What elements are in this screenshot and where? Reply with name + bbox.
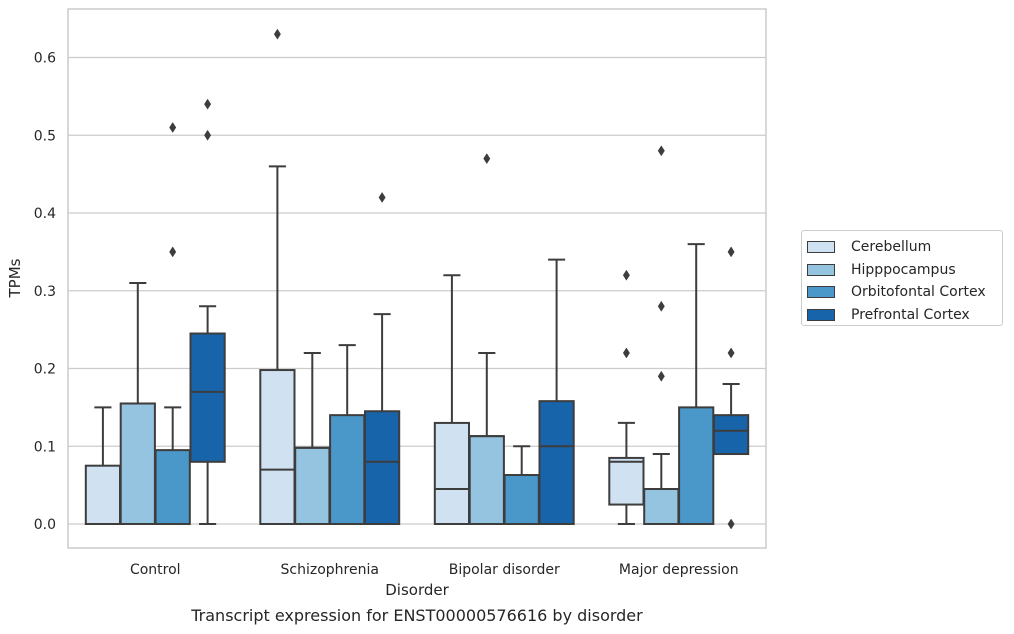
- box: [363, 410, 401, 526]
- legend-label: Prefrontal Cortex: [851, 306, 970, 323]
- outlier-point: [727, 347, 735, 359]
- x-axis-label: Disorder: [385, 581, 449, 599]
- outlier-point: [169, 122, 177, 133]
- x-tick-label: Control: [130, 562, 181, 578]
- y-tick-label: 0.1: [34, 439, 56, 455]
- outlier-point: [727, 518, 735, 530]
- legend: Cerebellum Hipppocampus Orbitofontal Corte…: [801, 230, 1003, 326]
- outlier-point: [657, 370, 665, 382]
- outlier-point: [204, 129, 212, 141]
- outlier-point: [169, 246, 177, 258]
- chart-title: Transcript expression for ENST0000057661…: [191, 606, 643, 625]
- box: [433, 421, 471, 525]
- box: [84, 464, 122, 525]
- y-tick-label: 0.3: [34, 284, 56, 300]
- legend-label: Cerebellum: [851, 239, 932, 256]
- legend-swatch: [807, 241, 835, 254]
- outlier-point: [727, 246, 735, 258]
- y-tick-label: 0.6: [34, 51, 56, 67]
- legend-item: Cerebellum: [807, 236, 1002, 259]
- legend-item: Prefrontal Cortex: [807, 304, 1002, 327]
- box: [468, 435, 505, 525]
- x-tick-label: Schizophrenia: [281, 562, 379, 578]
- box: [608, 456, 645, 506]
- box: [294, 446, 331, 525]
- legend-swatch: [807, 308, 835, 321]
- y-tick-label: 0.4: [34, 206, 56, 222]
- y-axis-label: TPMs: [6, 258, 24, 298]
- outlier-point: [622, 269, 630, 281]
- outlier-point: [483, 153, 491, 165]
- x-tick-label: Bipolar disorder: [449, 562, 560, 578]
- box: [712, 414, 750, 456]
- legend-swatch: [807, 286, 835, 299]
- outlier-point: [657, 145, 665, 157]
- box: [154, 449, 191, 526]
- x-tick-label: Major depression: [619, 562, 739, 578]
- legend-item: Hipppocampus: [807, 259, 1002, 282]
- box: [643, 488, 680, 526]
- outlier-point: [622, 347, 630, 359]
- y-tick-label: 0.2: [34, 362, 56, 378]
- legend-item: Orbitofontal Cortex: [807, 281, 1002, 304]
- box: [119, 402, 156, 525]
- legend-label: Hipppocampus: [851, 261, 956, 278]
- outlier-point: [378, 191, 386, 203]
- outlier-point: [204, 98, 212, 110]
- legend-label: Orbitofontal Cortex: [851, 284, 986, 301]
- box: [678, 406, 715, 525]
- outlier-point: [657, 300, 665, 312]
- box: [259, 369, 296, 525]
- plot-frame: [67, 8, 767, 549]
- y-tick-label: 0.5: [34, 128, 56, 144]
- box: [329, 414, 366, 525]
- box: [189, 332, 226, 463]
- legend-swatch: [807, 263, 835, 276]
- box: [538, 400, 575, 525]
- y-tick-label: 0.0: [34, 517, 56, 533]
- outlier-point: [273, 28, 281, 40]
- box: [503, 474, 540, 525]
